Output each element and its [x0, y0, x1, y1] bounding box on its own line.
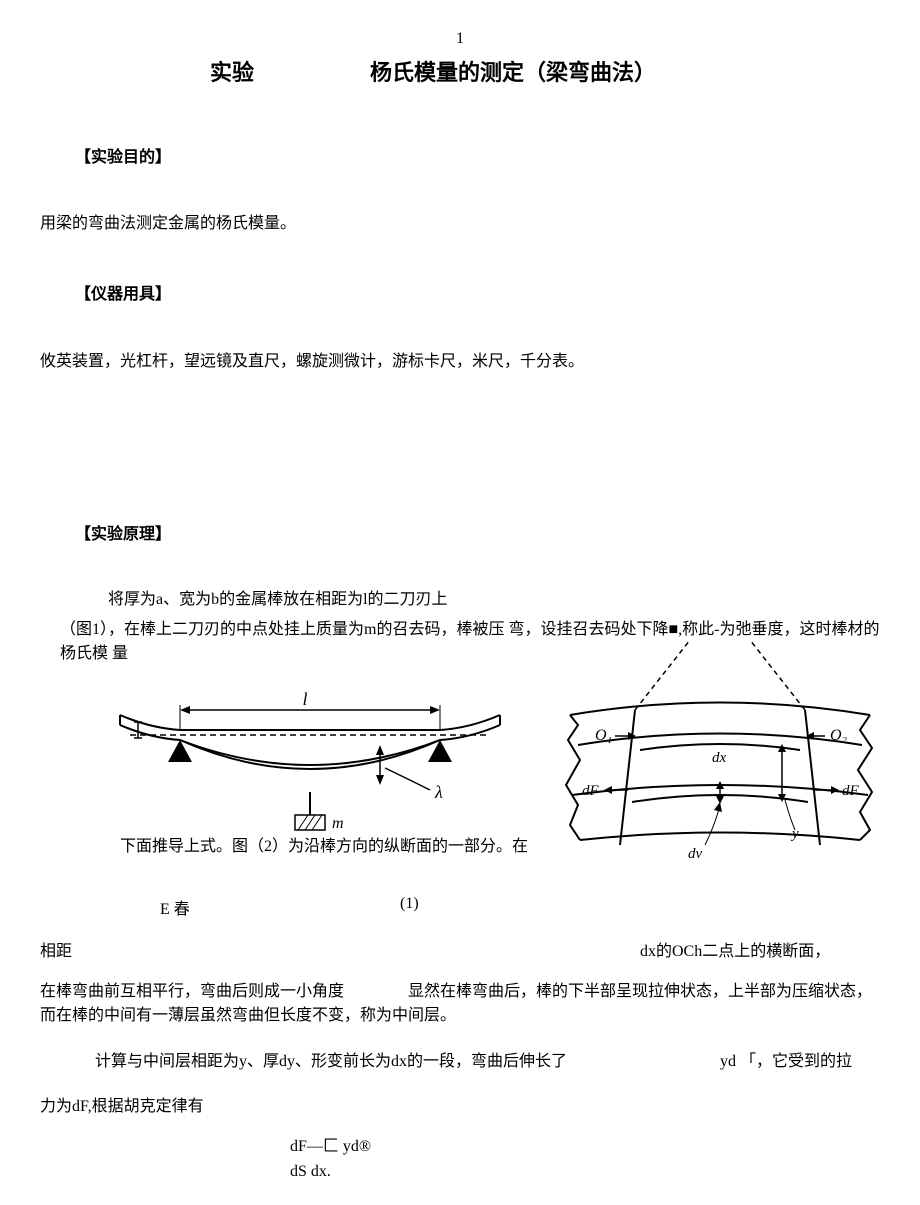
principle-p3a: 相距 — [40, 940, 72, 964]
page-number: 1 — [456, 30, 464, 48]
apparatus-heading: 【仪器用具】 — [75, 280, 171, 304]
fig2-O1: O₁ — [595, 727, 612, 744]
purpose-heading: 【实验目的】 — [75, 143, 171, 167]
figure-2: O₁ O₂ dx dF dF y dv — [560, 640, 880, 880]
principle-p4: 在棒弯曲前互相平行，弯曲后则成一小角度 显然在棒弯曲后，棒的下半部呈现拉伸状态，… — [40, 980, 880, 1028]
fig1-label-lambda: λ — [434, 782, 443, 802]
apparatus-text: 攸英装置，光杠杆，望远镜及直尺，螺旋测微计，游标卡尺，米尺，千分表。 — [40, 350, 584, 374]
fig2-dF-left: dF — [582, 783, 600, 799]
fig2-O2: O₂ — [830, 727, 848, 744]
principle-p5b: yd 「，它受到的拉 — [720, 1050, 852, 1074]
eq-df1: dF—匚 yd® — [290, 1135, 371, 1159]
eq-df2: dS dx. — [290, 1160, 331, 1184]
fig1-label-l: l — [302, 689, 307, 709]
eq-e-label: E 春 — [160, 895, 190, 919]
fig2-dv: dv — [688, 846, 703, 862]
title-right: 杨氏模量的测定（梁弯曲法） — [370, 55, 650, 87]
principle-p5a: 计算与中间层相距为y、厚dy、形变前长为dx的一段，弯曲后伸长了 — [95, 1050, 567, 1074]
fig2-dF-right: dF — [842, 783, 860, 799]
principle-heading: 【实验原理】 — [75, 520, 171, 544]
principle-p6: 力为dF,根据胡克定律有 — [40, 1095, 204, 1119]
principle-p3b: dx的OCh二点上的横断面， — [640, 940, 830, 964]
purpose-text: 用梁的弯曲法测定金属的杨氏模量。 — [40, 212, 296, 236]
fig1-label-m: m — [332, 815, 344, 832]
title-left: 实验 — [210, 55, 254, 87]
fig1-caption: 下面推导上式。图（2）为沿棒方向的纵断面的一部分。在 — [120, 835, 540, 859]
eq-e-num: (1) — [400, 895, 419, 913]
principle-p1: 将厚为a、宽为b的金属棒放在相距为l的二刀刃上 — [108, 588, 448, 612]
fig2-dx: dx — [712, 750, 727, 766]
figure-1: l λ m — [90, 680, 530, 850]
